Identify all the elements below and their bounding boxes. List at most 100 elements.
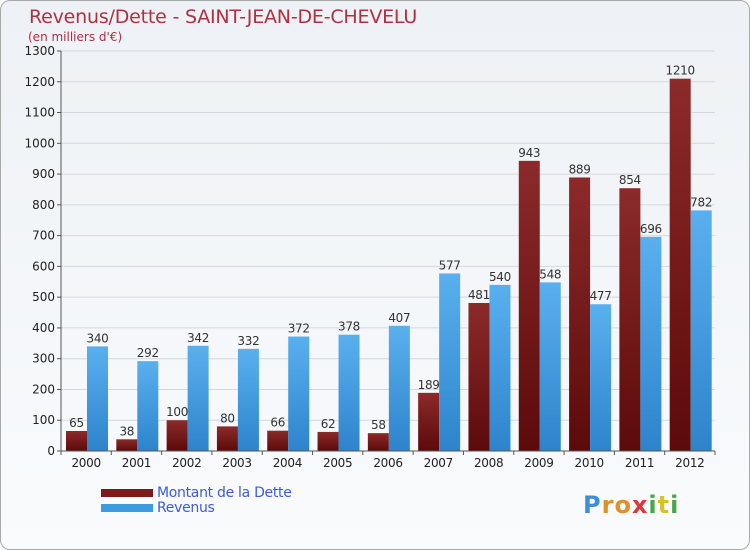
data-label-revenue: 407 (388, 311, 410, 325)
data-label-revenue: 548 (539, 267, 561, 281)
data-label-debt: 943 (518, 146, 540, 160)
bar-revenue (338, 334, 360, 451)
bar-debt (216, 426, 238, 451)
x-tick-label: 2002 (172, 456, 201, 470)
data-label-debt: 100 (166, 405, 188, 419)
data-label-debt: 80 (220, 411, 235, 425)
logo-letter: t (657, 491, 671, 519)
bar-debt (518, 160, 540, 451)
data-label-revenue: 372 (288, 322, 310, 336)
bar-revenue (87, 346, 108, 451)
y-tick-label: 600 (32, 259, 55, 273)
y-tick-label: 900 (32, 167, 55, 181)
gridlines (61, 50, 715, 421)
x-tick-label: 2011 (625, 456, 654, 470)
data-label-debt: 189 (418, 378, 440, 392)
bar-debt (418, 392, 440, 451)
legend-label-debt: Montant de la Dette (157, 485, 292, 501)
data-label-revenue: 477 (590, 289, 612, 303)
x-tick-label: 2001 (122, 456, 151, 470)
logo-letter: i (670, 491, 680, 519)
bar-debt (619, 188, 641, 451)
y-tick-label: 1200 (24, 75, 55, 89)
bar-revenue (590, 304, 612, 451)
bar-debt (367, 433, 389, 451)
data-label-revenue: 378 (338, 320, 360, 334)
bar-revenue (439, 273, 461, 451)
x-tick-label: 2012 (675, 456, 704, 470)
chart-subtitle: (en milliers d'€) (28, 30, 123, 44)
bar-debt (317, 431, 339, 451)
bars (66, 78, 712, 451)
data-label-debt: 854 (619, 173, 641, 187)
x-axis-ticks: 2000 2001 2002 2003 2004 2005 2006 2007 2008 2009… (60, 451, 716, 470)
y-tick-label: 200 (32, 382, 55, 396)
logo-letter: P (583, 491, 602, 519)
data-label-debt: 66 (270, 416, 285, 430)
bar-revenue (137, 361, 159, 451)
bar-revenue (640, 236, 662, 451)
logo-letter: x (631, 491, 649, 519)
legend-label-revenue: Revenus (157, 500, 215, 516)
bar-debt (669, 78, 691, 451)
chart-title: Revenus/Dette - SAINT-JEAN-DE-CHEVELU (29, 6, 418, 28)
bar-revenue (237, 348, 259, 451)
bar-debt (166, 420, 188, 451)
data-label-debt: 65 (69, 416, 84, 430)
y-tick-label: 1300 (24, 44, 55, 58)
data-label-revenue: 577 (439, 258, 461, 272)
x-tick-label: 2010 (575, 456, 604, 470)
x-tick-label: 2004 (273, 456, 302, 470)
data-label-debt: 38 (119, 424, 134, 438)
x-tick-label: 2003 (222, 456, 251, 470)
data-label-debt: 1210 (666, 64, 695, 78)
y-tick-label: 100 (32, 413, 55, 427)
data-label-revenue: 292 (137, 346, 159, 360)
x-tick-label: 2007 (424, 456, 453, 470)
bar-debt (116, 439, 138, 451)
y-tick-label: 1100 (24, 106, 55, 120)
data-label-revenue: 782 (690, 195, 712, 209)
bar-revenue (388, 325, 410, 451)
data-label-revenue: 696 (640, 222, 662, 236)
bar-debt (468, 303, 490, 451)
proxiti-logo: Proxiti (583, 491, 679, 519)
legend-swatch-revenue (101, 504, 153, 512)
x-tick-label: 2009 (524, 456, 553, 470)
bar-revenue (288, 336, 310, 451)
data-label-debt: 889 (569, 162, 591, 176)
bar-debt (66, 431, 87, 451)
bar-revenue (539, 282, 561, 451)
bar-revenue (690, 210, 712, 451)
logo-letter: r (601, 491, 615, 519)
data-label-revenue: 342 (187, 331, 209, 345)
x-tick-label: 2006 (373, 456, 402, 470)
y-tick-label: 700 (32, 229, 55, 243)
y-tick-label: 400 (32, 321, 55, 335)
data-label-revenue: 332 (237, 334, 259, 348)
data-label-revenue: 540 (489, 270, 511, 284)
x-tick-label: 2000 (71, 456, 100, 470)
bar-debt (569, 177, 591, 451)
y-tick-label: 300 (32, 352, 55, 366)
legend-swatch-debt (101, 489, 153, 497)
bar-revenue (187, 345, 209, 451)
y-tick-label: 1000 (24, 136, 55, 150)
data-label-debt: 62 (321, 417, 336, 431)
y-tick-label: 500 (32, 290, 55, 304)
data-label-debt: 58 (371, 418, 386, 432)
bar-debt (267, 430, 289, 451)
data-labels: 65 340 38 292 100 342 80 332 66 372 62 378 58 407 189 5… (69, 64, 712, 439)
data-label-debt: 481 (468, 288, 490, 302)
y-tick-label: 0 (47, 444, 55, 458)
data-label-revenue: 340 (86, 331, 108, 345)
y-axis-ticks: 0 100 200 300 400 500 600 700 800 900 1000 1100 1200… (24, 44, 62, 458)
logo-letter: i (648, 491, 658, 519)
x-tick-label: 2008 (474, 456, 503, 470)
bar-revenue (489, 284, 511, 451)
logo-letter: o (614, 491, 632, 519)
x-tick-label: 2005 (323, 456, 352, 470)
y-tick-label: 800 (32, 198, 55, 212)
